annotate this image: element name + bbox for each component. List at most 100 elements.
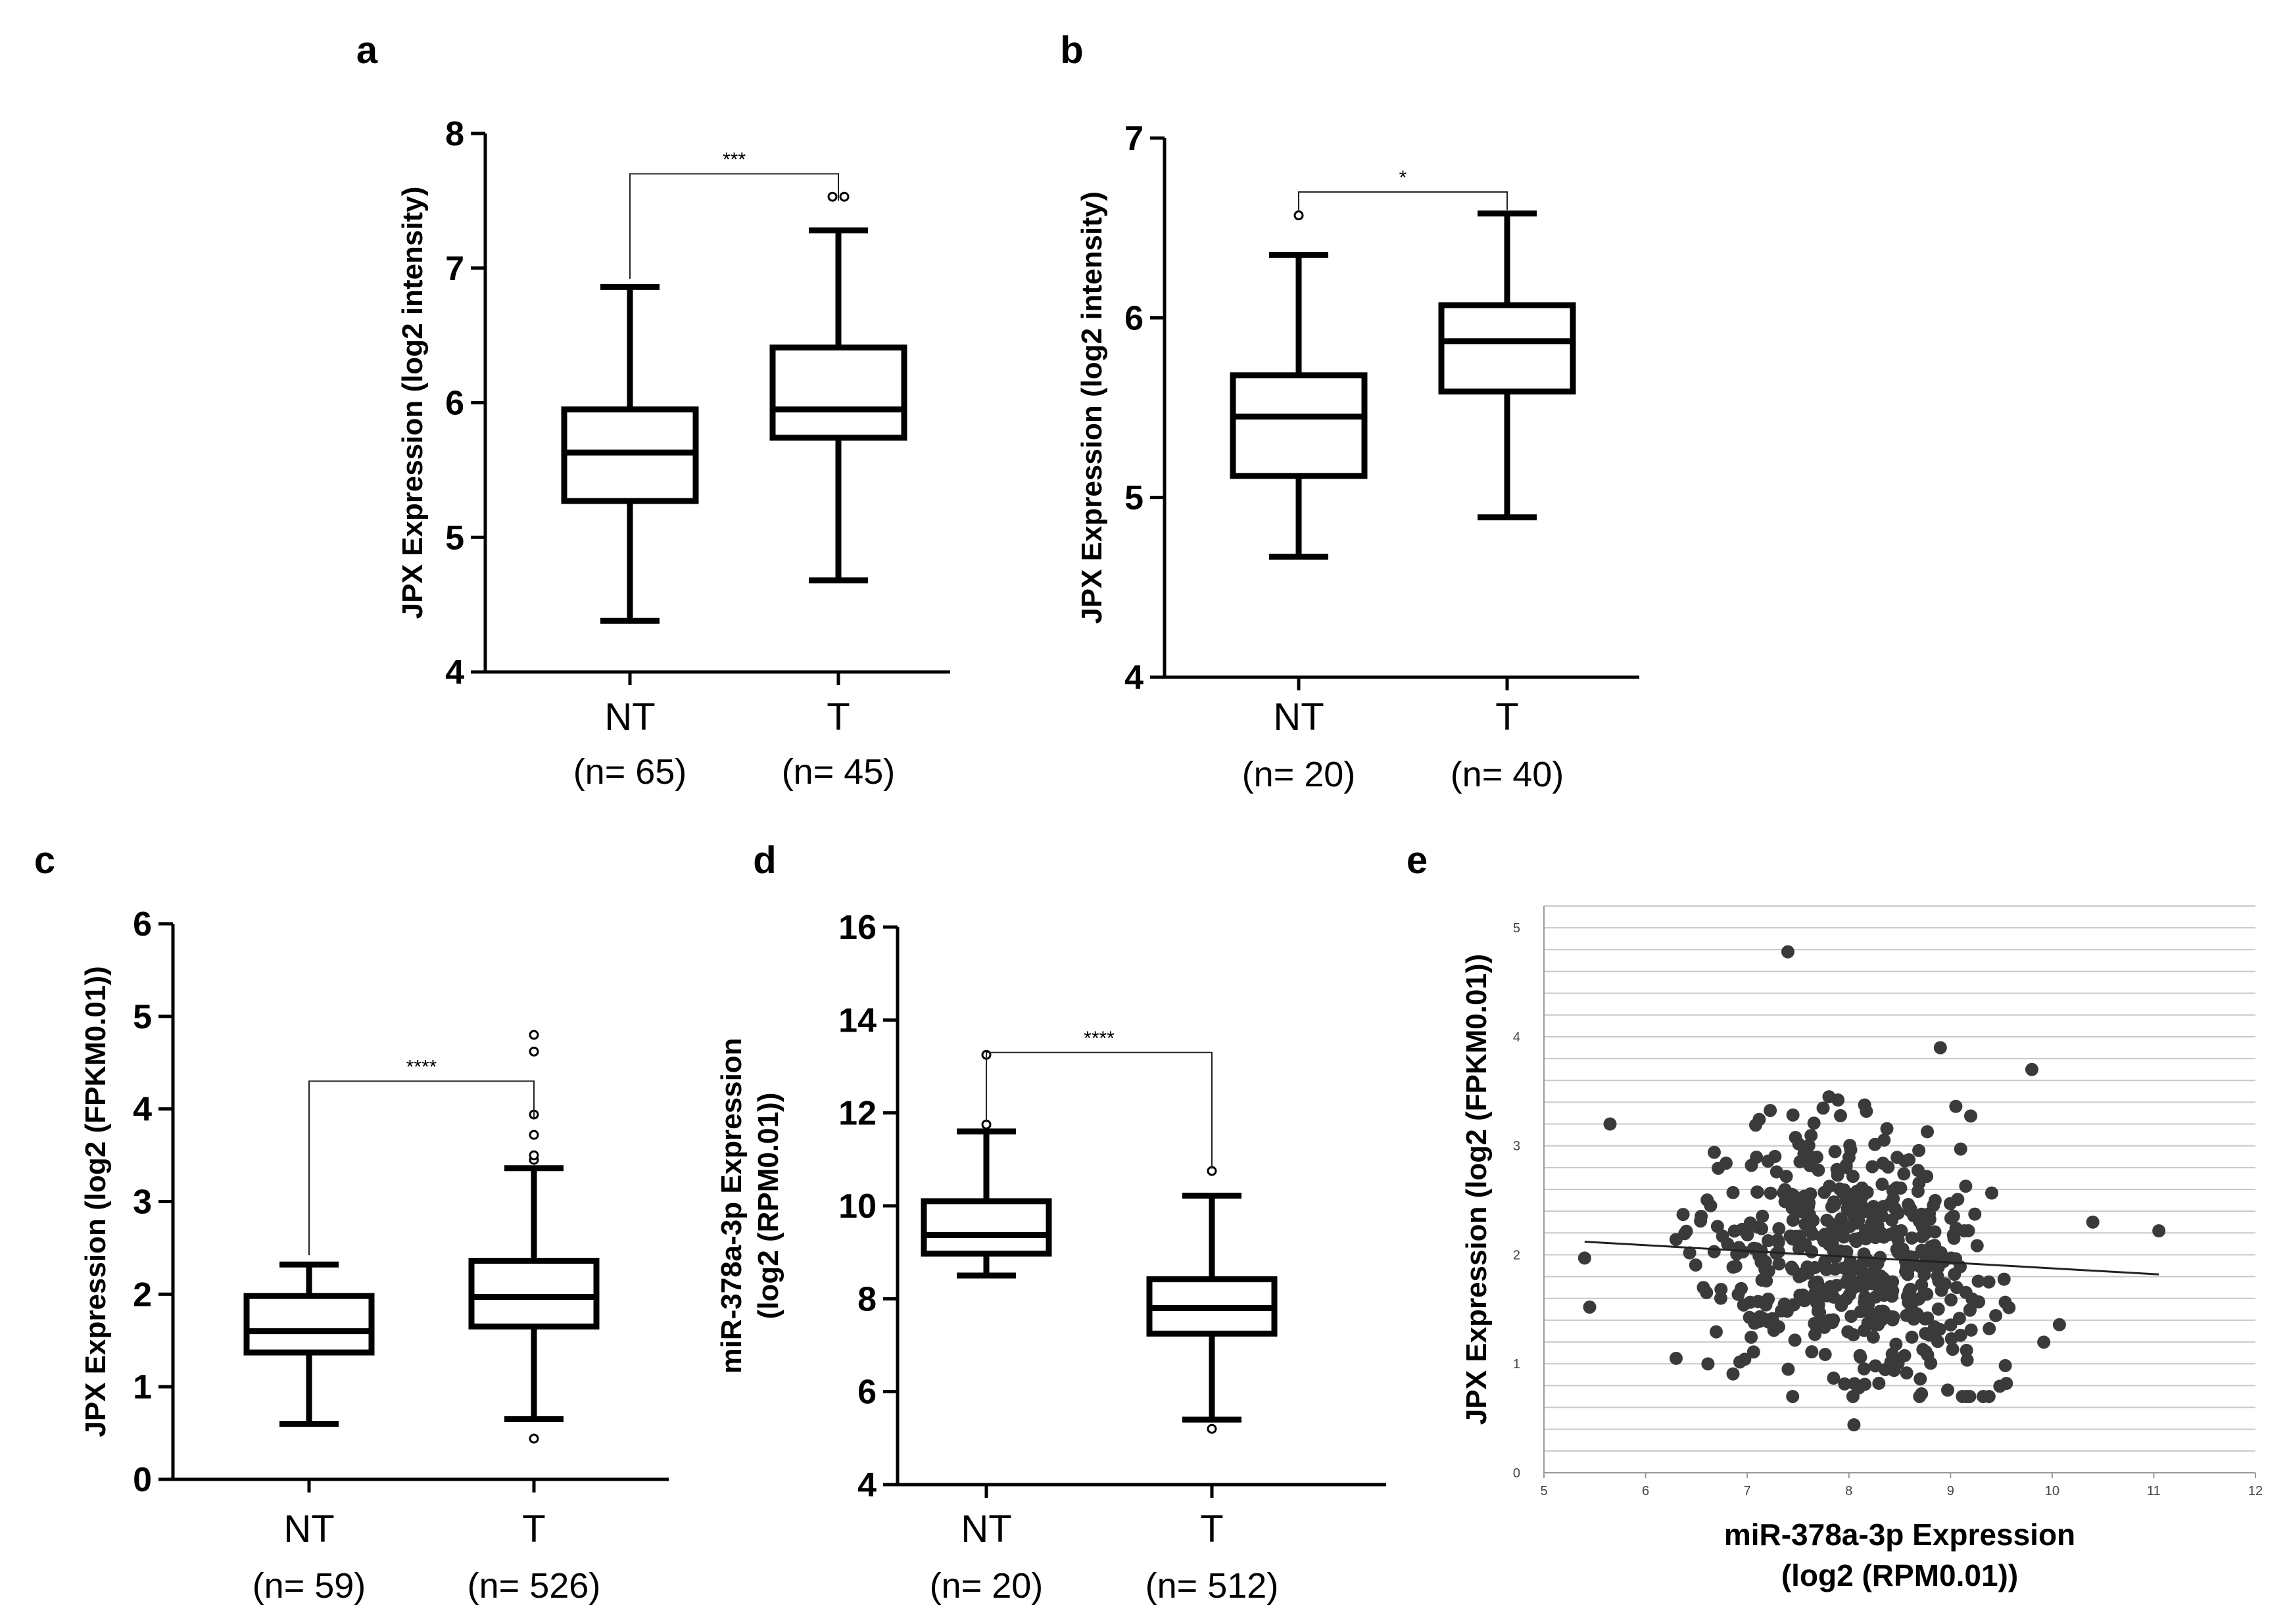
scatter-point (1904, 1282, 1917, 1296)
outlier-point (529, 1046, 539, 1057)
scatter-point (1913, 1214, 1927, 1228)
scatter-point (1948, 1268, 1962, 1281)
y-tick-label: 0 (1513, 1466, 1520, 1481)
scatter-point (1583, 1301, 1597, 1314)
significance-bracket (1298, 191, 1508, 210)
scatter-point (1683, 1246, 1697, 1260)
scatter-point (1850, 1279, 1864, 1293)
scatter-point (1923, 1328, 1937, 1342)
scatter-point (1997, 1272, 2011, 1286)
scatter-point (1748, 1316, 1762, 1330)
significance-bracket (308, 1080, 535, 1256)
scatter-point (1880, 1122, 1894, 1135)
iqr-box (769, 345, 907, 441)
panel-letter-d: d (753, 839, 776, 882)
scatter-point (1862, 1297, 1875, 1311)
significance-bracket (986, 1051, 1213, 1169)
scatter-point (1700, 1285, 1714, 1299)
x-tick-label: 10 (2045, 1484, 2059, 1498)
scatter-point (1700, 1193, 1714, 1207)
box-t (1438, 210, 1576, 521)
scatter-point (1743, 1216, 1757, 1230)
scatter-point (1772, 1320, 1786, 1334)
scatter-point (1769, 1165, 1783, 1179)
scatter-point (1876, 1304, 1890, 1318)
scatter-point (1940, 1383, 1954, 1397)
scatter-point (1857, 1362, 1871, 1375)
scatter-point (1924, 1356, 1938, 1370)
scatter-point (1719, 1157, 1733, 1170)
scatter-point (1798, 1237, 1812, 1251)
scatter-point (1855, 1181, 1869, 1195)
outlier-point (529, 1150, 539, 1160)
scatter-point (1844, 1309, 1858, 1323)
scatter-point (1890, 1151, 1904, 1164)
scatter-point (1912, 1176, 1926, 1190)
category-label: NT (604, 696, 655, 738)
y-tick-label: 4 (445, 654, 464, 692)
y-tick-label: 6 (1124, 299, 1144, 337)
x-tick-label: 7 (1744, 1484, 1751, 1498)
panel-b-boxplot: 4 5 6 7 JPX Expression (log2 intensity) NT (n=… (1076, 120, 1639, 794)
iqr-box (468, 1258, 600, 1330)
scatter-point (1777, 1297, 1791, 1311)
scatter-point (1788, 1333, 1802, 1347)
scatter-point (2000, 1377, 2013, 1391)
scatter-point (1890, 1181, 1904, 1195)
y-axis-label-line: miR-378a-3p Expression (715, 1038, 748, 1373)
scatter-point (2086, 1215, 2100, 1229)
scatter-point (1780, 1186, 1794, 1200)
scatter-point (1676, 1208, 1690, 1222)
panel-letter-c: c (34, 839, 55, 882)
scatter-point (1891, 1245, 1905, 1259)
y-tick-label: 8 (445, 115, 464, 153)
scatter-point (1950, 1281, 1963, 1295)
panel-a-boxplot: 4 5 6 7 8 JPX Expression (log2 intensity) NT (n… (397, 115, 950, 792)
scatter-point (1884, 1355, 1898, 1369)
scatter-point (1755, 1274, 1769, 1287)
y-tick-label: 7 (1124, 120, 1144, 158)
category-label: NT (961, 1508, 1011, 1550)
scatter-point (1795, 1268, 1809, 1282)
scatter-point (1840, 1245, 1854, 1258)
scatter-point (1887, 1192, 1900, 1206)
scatter-point (1759, 1298, 1773, 1312)
y-axis-label: JPX Expression (log2 (FPKM0.01)) (1460, 954, 1493, 1425)
scatter-point (1928, 1239, 1942, 1253)
y-axis-label-line: (log2 (RPM0.01)) (752, 1093, 784, 1320)
scatter-point (1847, 1418, 1861, 1432)
scatter-point (1813, 1306, 1827, 1320)
scatter-point (1805, 1345, 1819, 1359)
scatter-point (1826, 1243, 1840, 1256)
scatter-point (1844, 1188, 1858, 1202)
significance-label: * (1399, 167, 1407, 189)
scatter-point (1808, 1327, 1822, 1341)
scatter-point (1920, 1287, 1934, 1301)
panel-letter-e: e (1407, 839, 1428, 882)
panel-c-boxplot: 0 1 2 3 4 5 6 JPX Expression (log2 (FPKM0.01)) N… (80, 905, 669, 1606)
scatter-point (1825, 1200, 1839, 1214)
sample-size-label: (n= 45) (782, 752, 896, 792)
panel-letter-a: a (356, 29, 378, 72)
y-tick-label: 5 (445, 519, 464, 557)
scatter-point (1808, 1317, 1821, 1331)
scatter-point (1944, 1211, 1958, 1225)
scatter-point (1913, 1389, 1927, 1403)
y-tick-label: 1 (133, 1368, 152, 1406)
scatter-point (1903, 1204, 1917, 1218)
scatter-point (1905, 1231, 1919, 1245)
scatter-point (1888, 1202, 1902, 1216)
y-tick-label: 10 (838, 1187, 877, 1226)
scatter-point (1841, 1201, 1854, 1215)
scatter-point (1913, 1260, 1927, 1274)
scatter-point (1985, 1186, 1998, 1200)
scatter-point (1755, 1222, 1769, 1235)
scatter-point (1944, 1251, 1958, 1265)
scatter-point (1983, 1322, 1996, 1335)
scatter-point (1802, 1139, 1816, 1153)
scatter-point (1810, 1275, 1824, 1289)
scatter-point (1772, 1257, 1786, 1271)
scatter-point (1746, 1345, 1760, 1359)
scatter-point (1750, 1242, 1764, 1256)
scatter-point (1904, 1299, 1918, 1313)
